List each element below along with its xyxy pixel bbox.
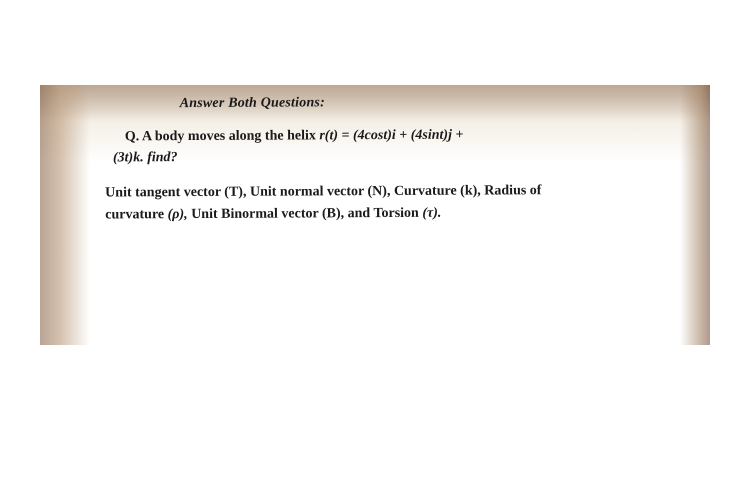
find-line-2: curvature (ρ), Unit Binormal vector (B),… [105, 202, 675, 227]
find-curvature-text: curvature [105, 208, 167, 223]
question-line-1: Q. A body moves along the helix r(t) = (… [125, 124, 675, 148]
tau-symbol: (τ). [422, 206, 441, 221]
header-text: Answer Both Questions: [180, 94, 675, 113]
find-binormal-text: Unit Binormal vector (B), and Torsion [188, 206, 423, 222]
edge-left [40, 85, 90, 345]
edge-right [680, 85, 710, 345]
question-line-2: (3t)k. find? [113, 145, 675, 169]
find-line-1: Unit tangent vector (T), Unit normal vec… [105, 180, 675, 205]
paper-document: Answer Both Questions: Q. A body moves a… [105, 94, 676, 228]
formula-part1: r(t) = (4cost)i + (4sint)j + [319, 128, 463, 144]
question-prefix: Q. A body moves along the helix [125, 128, 320, 144]
rho-symbol: (ρ), [168, 207, 188, 222]
